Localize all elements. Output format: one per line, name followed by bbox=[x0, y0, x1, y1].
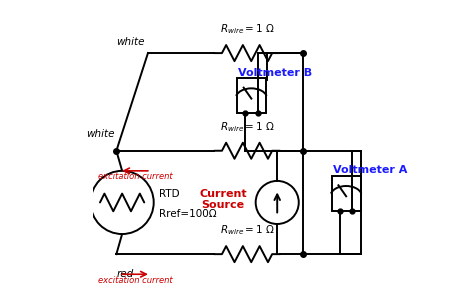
Bar bbox=[332, 176, 361, 211]
Text: excitation current: excitation current bbox=[98, 276, 173, 285]
Text: Voltmeter A: Voltmeter A bbox=[333, 165, 408, 175]
Text: $R_{wire} = 1\ \Omega$: $R_{wire} = 1\ \Omega$ bbox=[219, 22, 274, 36]
Text: Current
Source: Current Source bbox=[200, 189, 247, 210]
Text: $R_{wire} = 1\ \Omega$: $R_{wire} = 1\ \Omega$ bbox=[219, 120, 274, 133]
Text: excitation current: excitation current bbox=[98, 172, 173, 181]
Circle shape bbox=[91, 171, 154, 234]
Text: $R_{wire} = 1\ \Omega$: $R_{wire} = 1\ \Omega$ bbox=[219, 223, 274, 237]
Text: white: white bbox=[86, 128, 115, 139]
Text: Voltmeter B: Voltmeter B bbox=[238, 68, 312, 78]
Text: red: red bbox=[116, 269, 134, 279]
Text: white: white bbox=[117, 37, 145, 47]
Text: Rref=100Ω: Rref=100Ω bbox=[159, 209, 217, 219]
Bar bbox=[237, 78, 266, 113]
Text: RTD: RTD bbox=[159, 189, 180, 199]
